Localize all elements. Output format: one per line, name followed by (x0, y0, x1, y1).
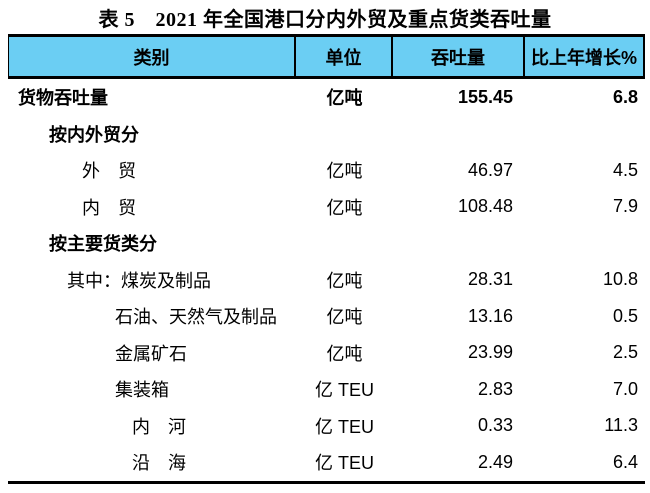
row-growth-cell: 11.3 (604, 415, 638, 436)
row-growth-cell: 4.5 (612, 159, 638, 180)
row-category-cell: 内 河 (132, 416, 186, 437)
row-throughput-cell: 2.49 (477, 451, 513, 472)
header-cell-category: 类别 (9, 37, 296, 76)
row-growth-cell: 6.8 (612, 86, 638, 107)
row-category-cell: 集装箱 (115, 380, 169, 401)
header-cell-throughput: 吞吐量 (393, 37, 525, 76)
row-unit-cell: 亿吨 (326, 270, 363, 291)
row-category-cell: 按内外贸分 (49, 124, 139, 145)
row-category-cell: 沿 海 (132, 453, 186, 474)
row-category-cell: 按主要货类分 (49, 234, 157, 255)
row-category-cell: 石油、天然气及制品 (115, 307, 277, 328)
table-row: 其中：煤炭及制品 亿吨 28.31 10.8 (8, 262, 645, 299)
table-row: 内 贸 亿吨 108.48 7.9 (8, 189, 645, 226)
table-row: 集装箱 亿 TEU 2.83 7.0 (8, 371, 645, 408)
row-unit-cell: 亿吨 (326, 88, 363, 109)
row-category-cell: 货物吞吐量 (18, 88, 108, 109)
row-throughput-cell: 155.45 (457, 86, 513, 107)
row-category-cell: 内 贸 (82, 197, 136, 218)
row-category-cell: 外 贸 (82, 161, 136, 182)
header-cell-growth: 比上年增长% (530, 47, 637, 68)
row-throughput-cell: 0.33 (477, 415, 513, 436)
table-row: 金属矿石 亿吨 23.99 2.5 (8, 335, 645, 372)
row-throughput-cell: 13.16 (467, 305, 513, 326)
header-cell-unit: 单位 (296, 37, 393, 76)
row-growth-cell: 2.5 (612, 342, 638, 363)
table-body: 货物吞吐量 亿吨 155.45 6.8 按内外贸分 外 贸 亿吨 46.97 4… (8, 79, 645, 481)
row-unit-cell: 亿吨 (326, 307, 363, 328)
row-unit-cell: 亿 TEU (314, 453, 374, 474)
table-row: 外 贸 亿吨 46.97 4.5 (8, 152, 645, 189)
table-row: 按主要货类分 (8, 225, 645, 262)
row-growth-cell: 0.5 (612, 305, 638, 326)
table-title: 表 5 2021 年全国港口分内外贸及重点货类吞吐量 (98, 8, 552, 31)
row-growth-cell: 10.8 (602, 269, 638, 290)
row-unit-cell: 亿 TEU (314, 380, 374, 401)
table-row: 石油、天然气及制品 亿吨 13.16 0.5 (8, 298, 645, 335)
table-bottom-border (8, 480, 645, 484)
row-unit-cell: 亿 TEU (314, 416, 374, 437)
row-throughput-cell: 23.99 (467, 342, 513, 363)
row-unit-cell: 亿吨 (326, 161, 363, 182)
row-unit-cell: 亿吨 (326, 197, 363, 218)
row-throughput-cell: 28.31 (467, 269, 513, 290)
table-header-row: 类别 单位 吞吐量 比上年增长% (8, 34, 645, 79)
table-row: 货物吞吐量 亿吨 155.45 6.8 (8, 79, 645, 116)
table-row: 按内外贸分 (8, 116, 645, 153)
table-row: 沿 海 亿 TEU 2.49 6.4 (8, 444, 645, 481)
row-throughput-cell: 108.48 (457, 196, 513, 217)
row-throughput-cell: 2.83 (477, 378, 513, 399)
row-category-cell: 其中：煤炭及制品 (67, 270, 211, 291)
row-growth-cell: 7.0 (612, 378, 638, 399)
row-unit-cell: 亿吨 (326, 343, 363, 364)
row-growth-cell: 6.4 (612, 451, 638, 472)
row-category-cell: 金属矿石 (115, 343, 187, 364)
row-throughput-cell: 46.97 (467, 159, 513, 180)
table-row: 内 河 亿 TEU 0.33 11.3 (8, 408, 645, 445)
data-table: 类别 单位 吞吐量 比上年增长% 货物吞吐量 亿吨 155.45 6.8 按内外… (8, 34, 645, 484)
row-growth-cell: 7.9 (612, 196, 638, 217)
